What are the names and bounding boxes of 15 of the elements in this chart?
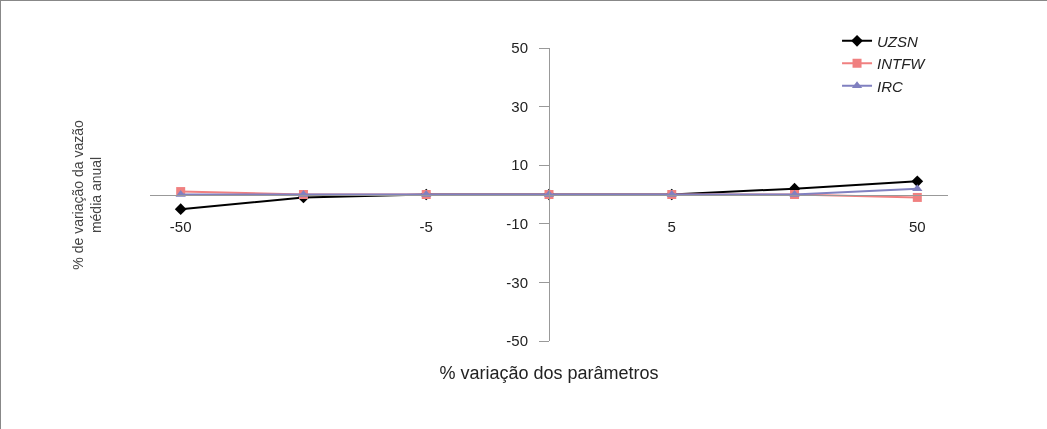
legend-label: INTFW xyxy=(877,55,927,73)
x-tick-label: -5 xyxy=(419,217,433,235)
legend-label: IRC xyxy=(877,77,904,95)
x-axis-title: % variação dos parâmetros xyxy=(439,362,659,383)
y-tick-label: 50 xyxy=(511,39,528,57)
x-tick-label: 50 xyxy=(908,217,926,235)
y-tick-label: 30 xyxy=(511,97,528,115)
x-tick-label: -50 xyxy=(169,217,192,235)
x-tick-label: 5 xyxy=(667,217,676,235)
y-axis-title: % de variação da vazão média anual xyxy=(69,120,104,270)
legend-label: UZSN xyxy=(877,32,919,50)
y-tick-label: -10 xyxy=(506,215,528,233)
y-tick-label: -30 xyxy=(506,273,528,291)
y-tick-label: 10 xyxy=(511,156,528,174)
y-tick-label: -50 xyxy=(506,332,528,350)
